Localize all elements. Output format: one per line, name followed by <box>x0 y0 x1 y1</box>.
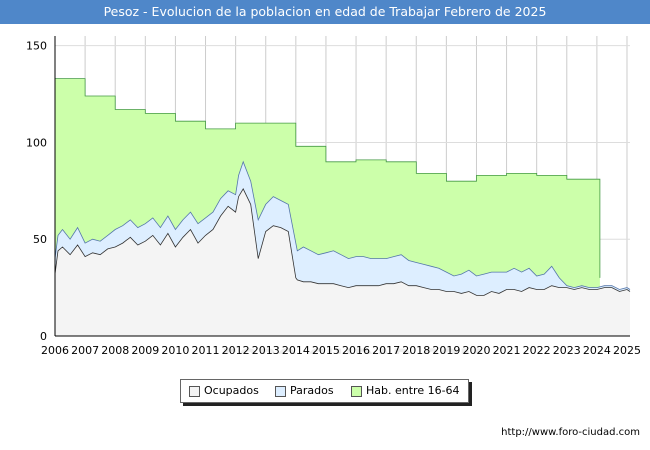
y-tick-label-100: 100 <box>26 136 47 149</box>
x-tick-label-2009: 2009 <box>131 344 159 354</box>
series-area-ocupados <box>55 188 630 336</box>
x-tick-label-2023: 2023 <box>553 344 581 354</box>
legend-swatch-ocupados <box>189 386 200 397</box>
series-line-ocupados <box>54 188 631 296</box>
chart-legend: Ocupados Parados Hab. entre 16-64 <box>180 379 469 403</box>
x-tick-label-2011: 2011 <box>192 344 220 354</box>
legend-swatch-parados <box>275 386 286 397</box>
watermark: FORO-CIUDAD.COM <box>222 344 484 354</box>
legend-label-ocupados: Ocupados <box>204 384 259 397</box>
chart-plot: FORO-CIUDAD.COM 0 50 100 150 2006200720082009… <box>26 36 641 354</box>
x-tick-label-2022: 2022 <box>523 344 551 354</box>
x-tick-label-2019: 2019 <box>432 344 460 354</box>
y-tick-label-0: 0 <box>40 330 47 343</box>
series-line-hab-entre-16-64 <box>55 78 601 278</box>
series-line-parados <box>54 160 631 290</box>
x-tick-label-2010: 2010 <box>161 344 189 354</box>
source-url[interactable]: http://www.foro-ciudad.com <box>501 427 640 438</box>
x-tick-label-2013: 2013 <box>252 344 280 354</box>
legend-label-hab: Hab. entre 16-64 <box>366 384 460 397</box>
x-tick-label-2008: 2008 <box>101 344 129 354</box>
x-tick-label-2015: 2015 <box>312 344 340 354</box>
legend-swatch-hab <box>351 386 362 397</box>
x-tick-label-2018: 2018 <box>402 344 430 354</box>
x-tick-label-2024: 2024 <box>583 344 611 354</box>
x-tick-label-2007: 2007 <box>71 344 99 354</box>
x-tick-label-2016: 2016 <box>342 344 370 354</box>
x-tick-label-2020: 2020 <box>462 344 490 354</box>
legend-label-parados: Parados <box>290 384 334 397</box>
x-tick-label-2012: 2012 <box>222 344 250 354</box>
y-tick-label-150: 150 <box>26 40 47 53</box>
legend-item-parados: Parados <box>275 384 355 398</box>
chart-title: Pesoz - Evolucion de la poblacion en eda… <box>103 4 547 19</box>
x-tick-label-2025: 2025 <box>613 344 641 354</box>
x-tick-label-2014: 2014 <box>282 344 310 354</box>
y-tick-label-50: 50 <box>33 233 47 246</box>
x-tick-label-2021: 2021 <box>493 344 521 354</box>
legend-item-ocupados: Ocupados <box>189 384 269 398</box>
x-tick-label-2006: 2006 <box>41 344 69 354</box>
legend-item-hab: Hab. entre 16-64 <box>351 384 466 398</box>
title-bar <box>0 0 650 24</box>
x-tick-label-2017: 2017 <box>372 344 400 354</box>
